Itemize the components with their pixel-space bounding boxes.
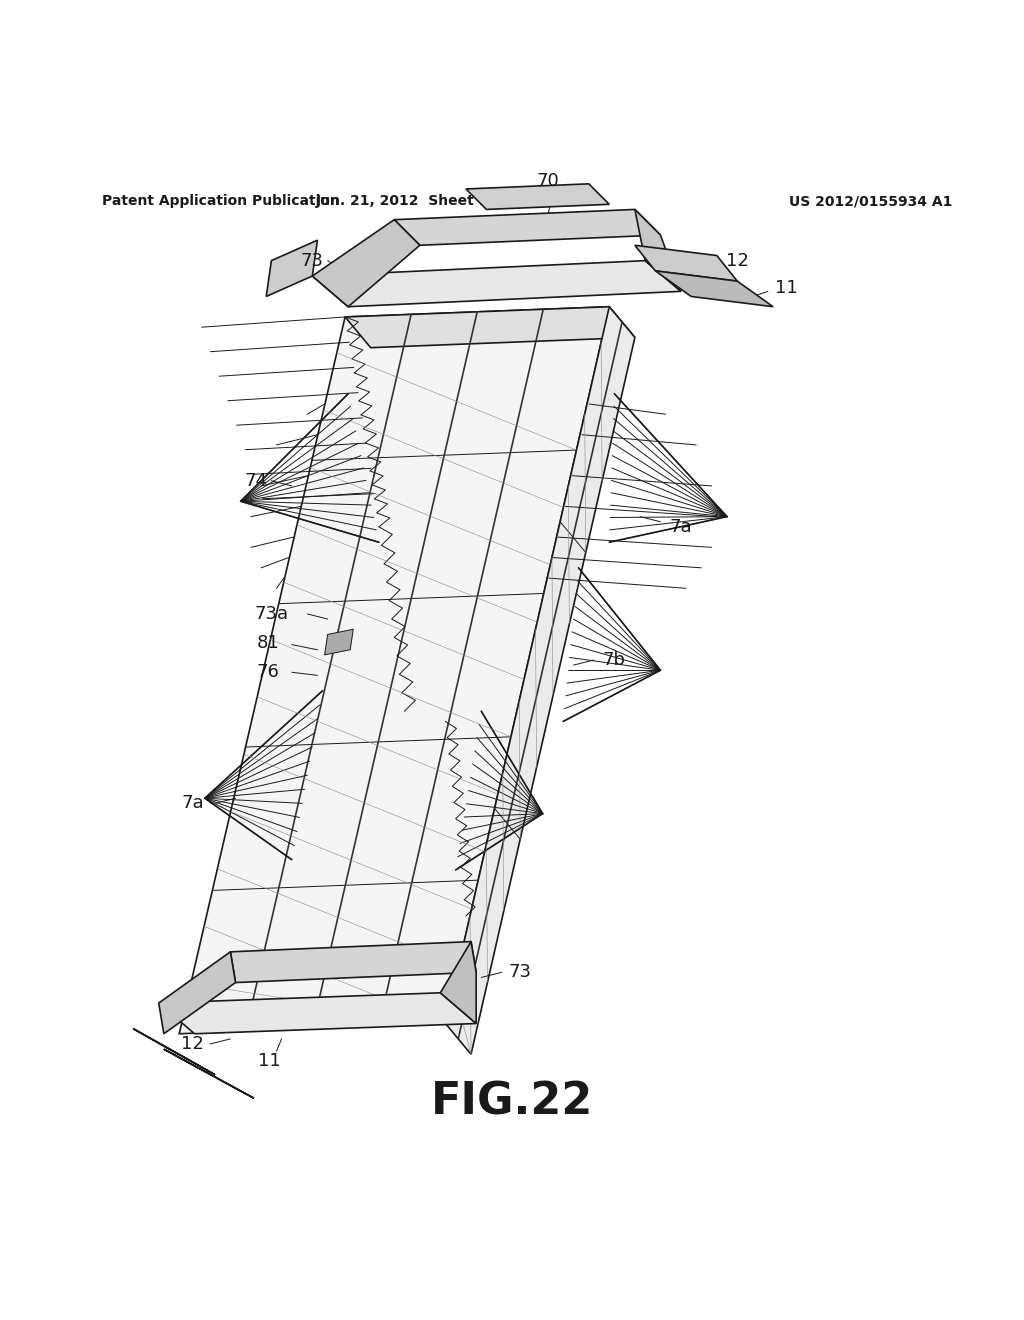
- Polygon shape: [394, 210, 660, 246]
- Text: Patent Application Publication: Patent Application Publication: [102, 194, 340, 209]
- Polygon shape: [655, 271, 773, 306]
- Text: 70: 70: [537, 172, 559, 190]
- Text: 7b: 7b: [603, 651, 626, 669]
- Text: 74: 74: [245, 471, 267, 490]
- Polygon shape: [266, 240, 317, 297]
- Text: 7a: 7a: [181, 795, 204, 812]
- Polygon shape: [325, 630, 353, 655]
- Polygon shape: [179, 306, 609, 1034]
- Polygon shape: [440, 941, 476, 1023]
- Polygon shape: [164, 1049, 254, 1098]
- Polygon shape: [445, 306, 635, 1055]
- Text: Jun. 21, 2012  Sheet 16 of 22: Jun. 21, 2012 Sheet 16 of 22: [316, 194, 544, 209]
- Text: FIG.22: FIG.22: [431, 1081, 593, 1123]
- Text: 11: 11: [775, 280, 798, 297]
- Polygon shape: [466, 183, 609, 210]
- Text: 7a: 7a: [670, 517, 692, 536]
- Polygon shape: [345, 306, 635, 347]
- Text: 12: 12: [726, 252, 749, 269]
- Text: 73a: 73a: [254, 605, 289, 623]
- Text: 11: 11: [258, 1052, 281, 1071]
- Polygon shape: [312, 219, 420, 306]
- Polygon shape: [133, 1028, 215, 1074]
- Polygon shape: [230, 941, 476, 982]
- Polygon shape: [635, 246, 737, 281]
- Polygon shape: [635, 210, 681, 292]
- Polygon shape: [159, 952, 236, 1034]
- Text: 12: 12: [181, 1035, 204, 1053]
- Text: 73: 73: [301, 252, 324, 269]
- Polygon shape: [312, 260, 681, 306]
- Text: 73: 73: [509, 964, 531, 981]
- Text: 76: 76: [257, 663, 280, 681]
- Polygon shape: [159, 993, 476, 1034]
- Text: 81: 81: [257, 634, 280, 652]
- Text: US 2012/0155934 A1: US 2012/0155934 A1: [788, 194, 952, 209]
